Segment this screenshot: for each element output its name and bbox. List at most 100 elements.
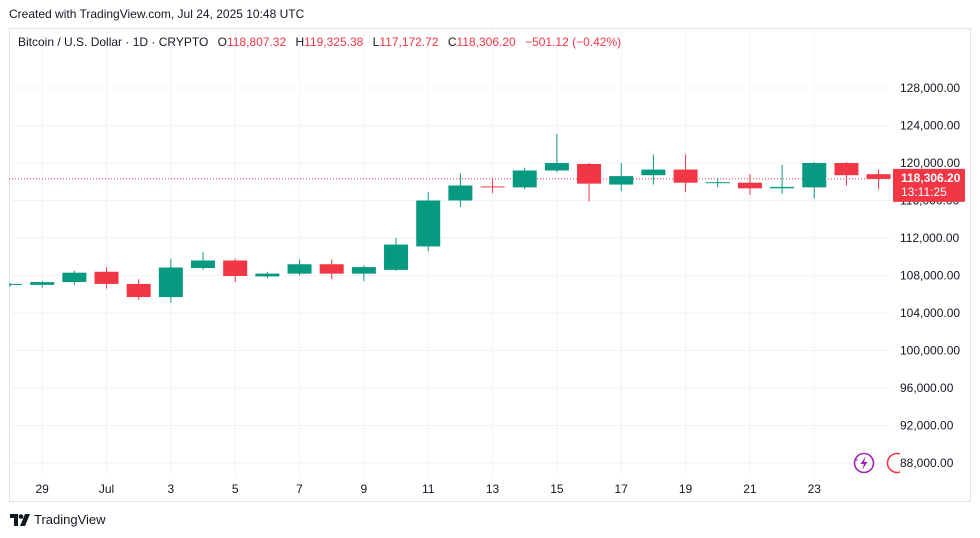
candle[interactable]: [62, 270, 87, 285]
symbol-name: Bitcoin / U.S. Dollar · 1D · CRYPTO: [18, 35, 209, 49]
candle-body: [223, 260, 248, 276]
bar-countdown: 13:11:25: [901, 185, 947, 199]
high-value: 119,325.38: [304, 35, 364, 49]
candle[interactable]: [544, 133, 569, 173]
candle-body: [351, 267, 376, 274]
y-tick-label: 108,000.00: [900, 269, 960, 283]
open-label: O: [217, 35, 227, 49]
flash-button[interactable]: [853, 452, 875, 474]
candle[interactable]: [351, 265, 376, 282]
candle-body: [319, 264, 344, 274]
candle-body: [544, 163, 569, 171]
lightning-icon: [853, 452, 875, 474]
open-value: 118,807.32: [226, 35, 287, 49]
candle-body: [158, 267, 183, 298]
high-label: H: [295, 35, 305, 49]
candle-body: [512, 170, 537, 188]
candle[interactable]: [191, 252, 216, 270]
candle[interactable]: [673, 154, 698, 193]
y-tick-label: 100,000.00: [900, 344, 960, 358]
change-value: −501.12 (−0.42%): [525, 35, 622, 49]
y-tick-label: 88,000.00: [900, 456, 954, 470]
y-tick-label: 120,000.00: [900, 156, 960, 170]
candle[interactable]: [480, 178, 505, 193]
close-value: 118,306.20: [456, 35, 516, 49]
candle-body: [384, 244, 409, 270]
candle[interactable]: [223, 258, 248, 283]
candle[interactable]: [448, 173, 473, 208]
created-with-label: Created with TradingView.com, Jul 24, 20…: [9, 7, 305, 21]
candle[interactable]: [319, 259, 344, 280]
candle[interactable]: [512, 167, 537, 190]
close-label: C: [447, 35, 457, 49]
candle[interactable]: [609, 163, 634, 192]
candle[interactable]: [834, 162, 859, 186]
candle-body: [737, 182, 762, 189]
time-axis: 29 Jul 3 5 7 9 11 13 15 17 19 21 23: [35, 482, 821, 496]
y-tick-label: 128,000.00: [900, 81, 960, 95]
circle-icon: [886, 452, 900, 474]
candle-body: [9, 283, 22, 285]
candle[interactable]: [158, 258, 183, 303]
candle[interactable]: [94, 267, 119, 289]
candle-body: [30, 282, 55, 285]
candle-body: [673, 169, 698, 183]
candle[interactable]: [866, 169, 891, 190]
candle[interactable]: [705, 178, 730, 188]
candle-body: [191, 260, 216, 268]
candle-body: [62, 272, 87, 283]
candle[interactable]: [384, 238, 409, 271]
candle-body: [609, 176, 634, 185]
y-tick-label: 124,000.00: [900, 119, 960, 133]
candle[interactable]: [30, 281, 55, 288]
x-tick-label: 21: [743, 482, 757, 496]
price-axis: 88,000.00 92,000.00 96,000.00 100,000.00 104…: [900, 81, 960, 470]
candle-body: [577, 163, 602, 184]
symbol-legend: Bitcoin / U.S. Dollar · 1D · CRYPTO O118…: [18, 35, 621, 49]
x-tick-label: 29: [35, 482, 49, 496]
candles-group: [9, 133, 891, 303]
candle-body: [705, 182, 730, 184]
candle-body: [255, 273, 280, 277]
x-tick-label: 3: [168, 482, 175, 496]
chart-frame[interactable]: [9, 28, 971, 502]
tradingview-logo[interactable]: TradingView: [10, 512, 106, 527]
candle[interactable]: [416, 192, 441, 252]
y-tick-label: 104,000.00: [900, 306, 960, 320]
candle[interactable]: [737, 174, 762, 195]
x-tick-label: 19: [679, 482, 693, 496]
y-tick-label: 92,000.00: [900, 419, 954, 433]
candle[interactable]: [255, 271, 280, 279]
x-tick-label: 7: [296, 482, 303, 496]
y-tick-label: 112,000.00: [900, 231, 959, 245]
x-tick-label: 23: [808, 482, 822, 496]
x-tick-label: 9: [361, 482, 368, 496]
last-price-tag: 118,306.20 13:11:25: [893, 168, 965, 202]
candle[interactable]: [126, 279, 151, 300]
last-price-value: 118,306.20: [901, 171, 961, 185]
candle[interactable]: [577, 163, 602, 202]
secondary-button[interactable]: [886, 452, 900, 474]
low-label: L: [372, 35, 380, 49]
candle[interactable]: [287, 259, 312, 276]
candle[interactable]: [770, 164, 795, 194]
candle[interactable]: [641, 154, 666, 185]
candle-body: [416, 200, 441, 247]
grid-lines: [9, 29, 890, 476]
candle-body: [448, 185, 473, 201]
candle[interactable]: [9, 283, 22, 287]
candle-body: [641, 169, 666, 176]
candle-body: [834, 163, 859, 176]
tradingview-logo-text: TradingView: [34, 512, 106, 527]
candle-body: [802, 163, 827, 188]
x-tick-label: 5: [232, 482, 239, 496]
candle[interactable]: [802, 162, 827, 199]
candle-body: [866, 174, 891, 179]
x-tick-label: 17: [615, 482, 629, 496]
x-tick-label: Jul: [99, 482, 114, 496]
candle-body: [480, 186, 505, 188]
low-value: 117,172.72: [379, 35, 439, 49]
candle-body: [287, 264, 312, 274]
tradingview-logo-icon: [10, 513, 30, 526]
